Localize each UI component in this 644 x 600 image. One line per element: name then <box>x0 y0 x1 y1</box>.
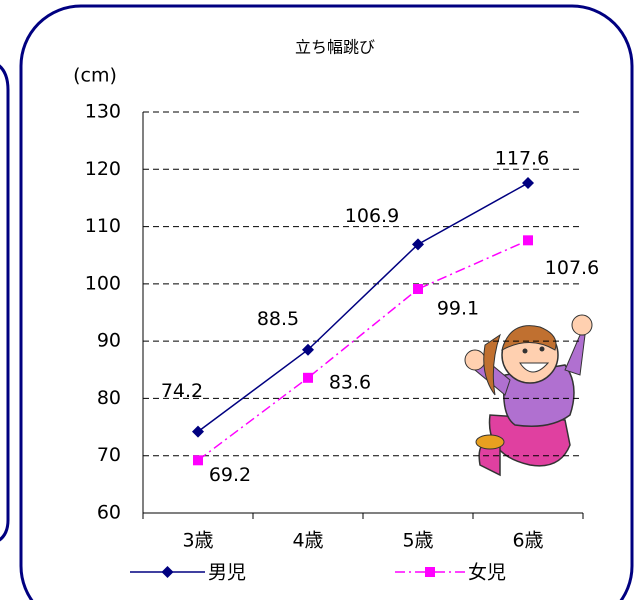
data-point <box>522 177 534 190</box>
legend-marker <box>161 566 174 578</box>
data-point <box>523 235 533 246</box>
data-label: 106.9 <box>345 205 399 227</box>
data-label: 69.2 <box>209 464 251 486</box>
data-label: 117.6 <box>495 148 549 170</box>
legend-label: 男児 <box>208 562 246 584</box>
data-point <box>413 284 423 295</box>
data-label: 88.5 <box>257 308 299 330</box>
y-tick-label: 120 <box>85 158 121 180</box>
y-tick-label: 80 <box>97 387 121 409</box>
x-tick-label: 3歳 <box>182 530 213 552</box>
y-tick-label: 70 <box>97 444 121 466</box>
y-tick-label: 110 <box>85 215 121 237</box>
data-point <box>412 238 424 251</box>
series-line <box>197 239 529 461</box>
y-tick-label: 100 <box>85 272 121 294</box>
y-axis-label: (cm) <box>73 65 117 87</box>
y-tick-label: 130 <box>85 101 121 123</box>
data-point <box>303 372 313 383</box>
data-label: 107.6 <box>545 257 599 279</box>
legend-label: 女児 <box>468 562 506 584</box>
panel-border <box>19 4 634 600</box>
x-tick-label: 6歳 <box>512 530 543 552</box>
data-point <box>302 343 314 356</box>
girl-illustration <box>464 314 593 477</box>
y-tick-label: 60 <box>97 502 121 524</box>
side-panel-border <box>0 64 10 542</box>
data-point <box>192 425 204 438</box>
y-tick-label: 90 <box>97 330 121 352</box>
legend-marker <box>425 567 435 577</box>
data-point <box>193 455 203 466</box>
chart-title: 立ち幅跳び <box>295 38 375 57</box>
series-line <box>197 182 529 433</box>
data-label: 99.1 <box>437 298 479 320</box>
data-label: 74.2 <box>161 380 203 402</box>
data-label: 83.6 <box>329 371 371 393</box>
x-tick-label: 4歳 <box>292 530 323 552</box>
x-tick-label: 5歳 <box>402 530 433 552</box>
